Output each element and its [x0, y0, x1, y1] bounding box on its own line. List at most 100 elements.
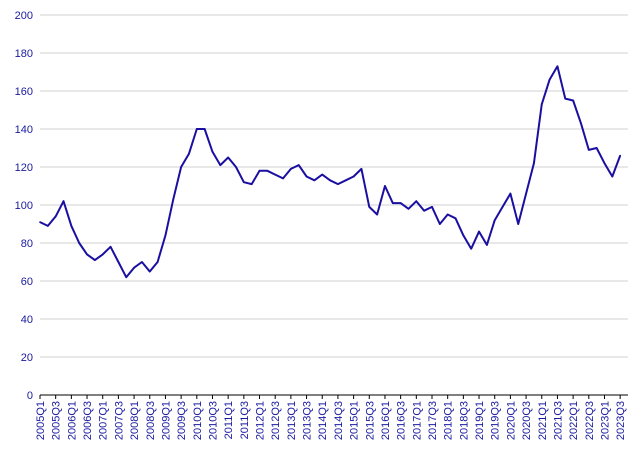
x-tick-label: 2009Q3	[176, 401, 188, 440]
x-tick-label: 2014Q1	[317, 401, 329, 440]
x-tick-label: 2022Q3	[584, 401, 596, 440]
x-tick-label: 2005Q3	[51, 401, 63, 440]
data-point	[439, 223, 441, 225]
x-tick-label: 2010Q3	[207, 401, 219, 440]
data-point	[611, 175, 614, 178]
data-point	[203, 128, 206, 130]
y-tick-label: 20	[21, 352, 33, 364]
y-tick-label: 80	[21, 238, 33, 250]
data-point	[117, 261, 120, 263]
x-tick-label: 2016Q3	[396, 401, 408, 440]
data-point	[368, 206, 371, 208]
data-point	[39, 221, 41, 223]
data-point	[196, 128, 198, 130]
x-tick-label: 2015Q3	[364, 401, 376, 440]
x-tick-label: 2006Q3	[82, 401, 94, 440]
data-point	[109, 246, 112, 248]
x-tick-label: 2008Q3	[145, 401, 157, 440]
x-axis-ticks: 2005Q1 2005Q3 2006Q1 2006Q3 2007Q1 2007Q3 2008…	[35, 395, 627, 440]
data-point	[501, 206, 504, 208]
data-point	[243, 181, 245, 183]
x-tick-label: 2016Q1	[380, 401, 392, 440]
data-point	[266, 170, 269, 172]
data-point	[180, 166, 182, 168]
x-tick-label: 2007Q3	[113, 401, 125, 440]
data-point	[148, 270, 151, 273]
data-point	[62, 200, 65, 202]
data-point	[407, 208, 410, 210]
data-point	[227, 156, 229, 159]
data-point	[141, 261, 143, 263]
x-tick-label: 2005Q1	[35, 401, 47, 440]
data-point	[454, 217, 457, 220]
gridlines	[40, 14, 628, 358]
data-point	[548, 78, 551, 81]
x-tick-label: 2015Q1	[349, 401, 361, 440]
data-point	[94, 259, 96, 261]
data-point	[133, 266, 135, 269]
data-point	[540, 103, 543, 106]
x-tick-label: 2009Q1	[160, 401, 172, 440]
data-point	[462, 234, 465, 237]
y-tick-label: 120	[15, 162, 33, 174]
data-point	[470, 247, 473, 250]
data-point	[446, 213, 449, 216]
data-point	[619, 154, 621, 157]
data-point	[78, 242, 80, 244]
data-point	[415, 200, 418, 202]
data-point	[47, 225, 49, 227]
x-tick-label: 2023Q3	[615, 401, 627, 440]
y-tick-label: 100	[15, 200, 33, 212]
data-point	[525, 192, 527, 195]
x-tick-label: 2017Q3	[427, 401, 439, 440]
x-tick-label: 2010Q1	[192, 401, 204, 440]
data-point	[595, 147, 598, 149]
data-point	[564, 97, 567, 100]
x-tick-label: 2013Q3	[302, 401, 314, 440]
data-point	[580, 122, 582, 125]
y-tick-label: 0	[27, 390, 33, 402]
data-point	[321, 173, 324, 176]
x-tick-label: 2013Q1	[286, 401, 298, 440]
data-point	[431, 206, 433, 208]
data-point	[297, 164, 300, 166]
data-point	[219, 164, 222, 166]
data-point	[533, 162, 535, 164]
data-point	[352, 175, 355, 178]
data-point	[392, 202, 394, 204]
x-tick-label: 2014Q3	[333, 401, 345, 440]
data-point	[235, 166, 237, 168]
x-tick-label: 2022Q1	[568, 401, 580, 440]
x-tick-label: 2012Q1	[255, 401, 267, 440]
series-line-0	[39, 65, 622, 279]
data-point	[274, 173, 277, 176]
series-group	[39, 65, 622, 279]
data-point	[556, 65, 559, 68]
data-point	[423, 209, 425, 212]
data-point	[313, 179, 316, 182]
y-tick-label: 200	[15, 10, 33, 22]
data-point	[329, 179, 331, 182]
data-point	[376, 213, 378, 216]
data-point	[70, 225, 73, 227]
data-point	[478, 230, 480, 233]
x-tick-label: 2007Q1	[98, 401, 110, 440]
data-point	[86, 253, 88, 256]
data-point	[493, 219, 496, 221]
data-point	[54, 215, 57, 218]
x-tick-label: 2020Q3	[521, 401, 533, 440]
y-tick-label: 140	[15, 124, 33, 136]
data-point	[486, 244, 488, 246]
x-tick-label: 2018Q1	[443, 401, 455, 440]
data-point	[250, 183, 253, 185]
data-point	[101, 253, 104, 256]
data-point	[603, 162, 606, 164]
data-point	[509, 192, 512, 195]
data-point	[125, 276, 128, 279]
x-tick-label: 2017Q1	[411, 401, 423, 440]
data-point	[156, 261, 159, 263]
x-tick-label: 2023Q1	[599, 401, 611, 440]
data-point	[572, 99, 574, 102]
x-tick-label: 2011Q1	[223, 401, 235, 439]
